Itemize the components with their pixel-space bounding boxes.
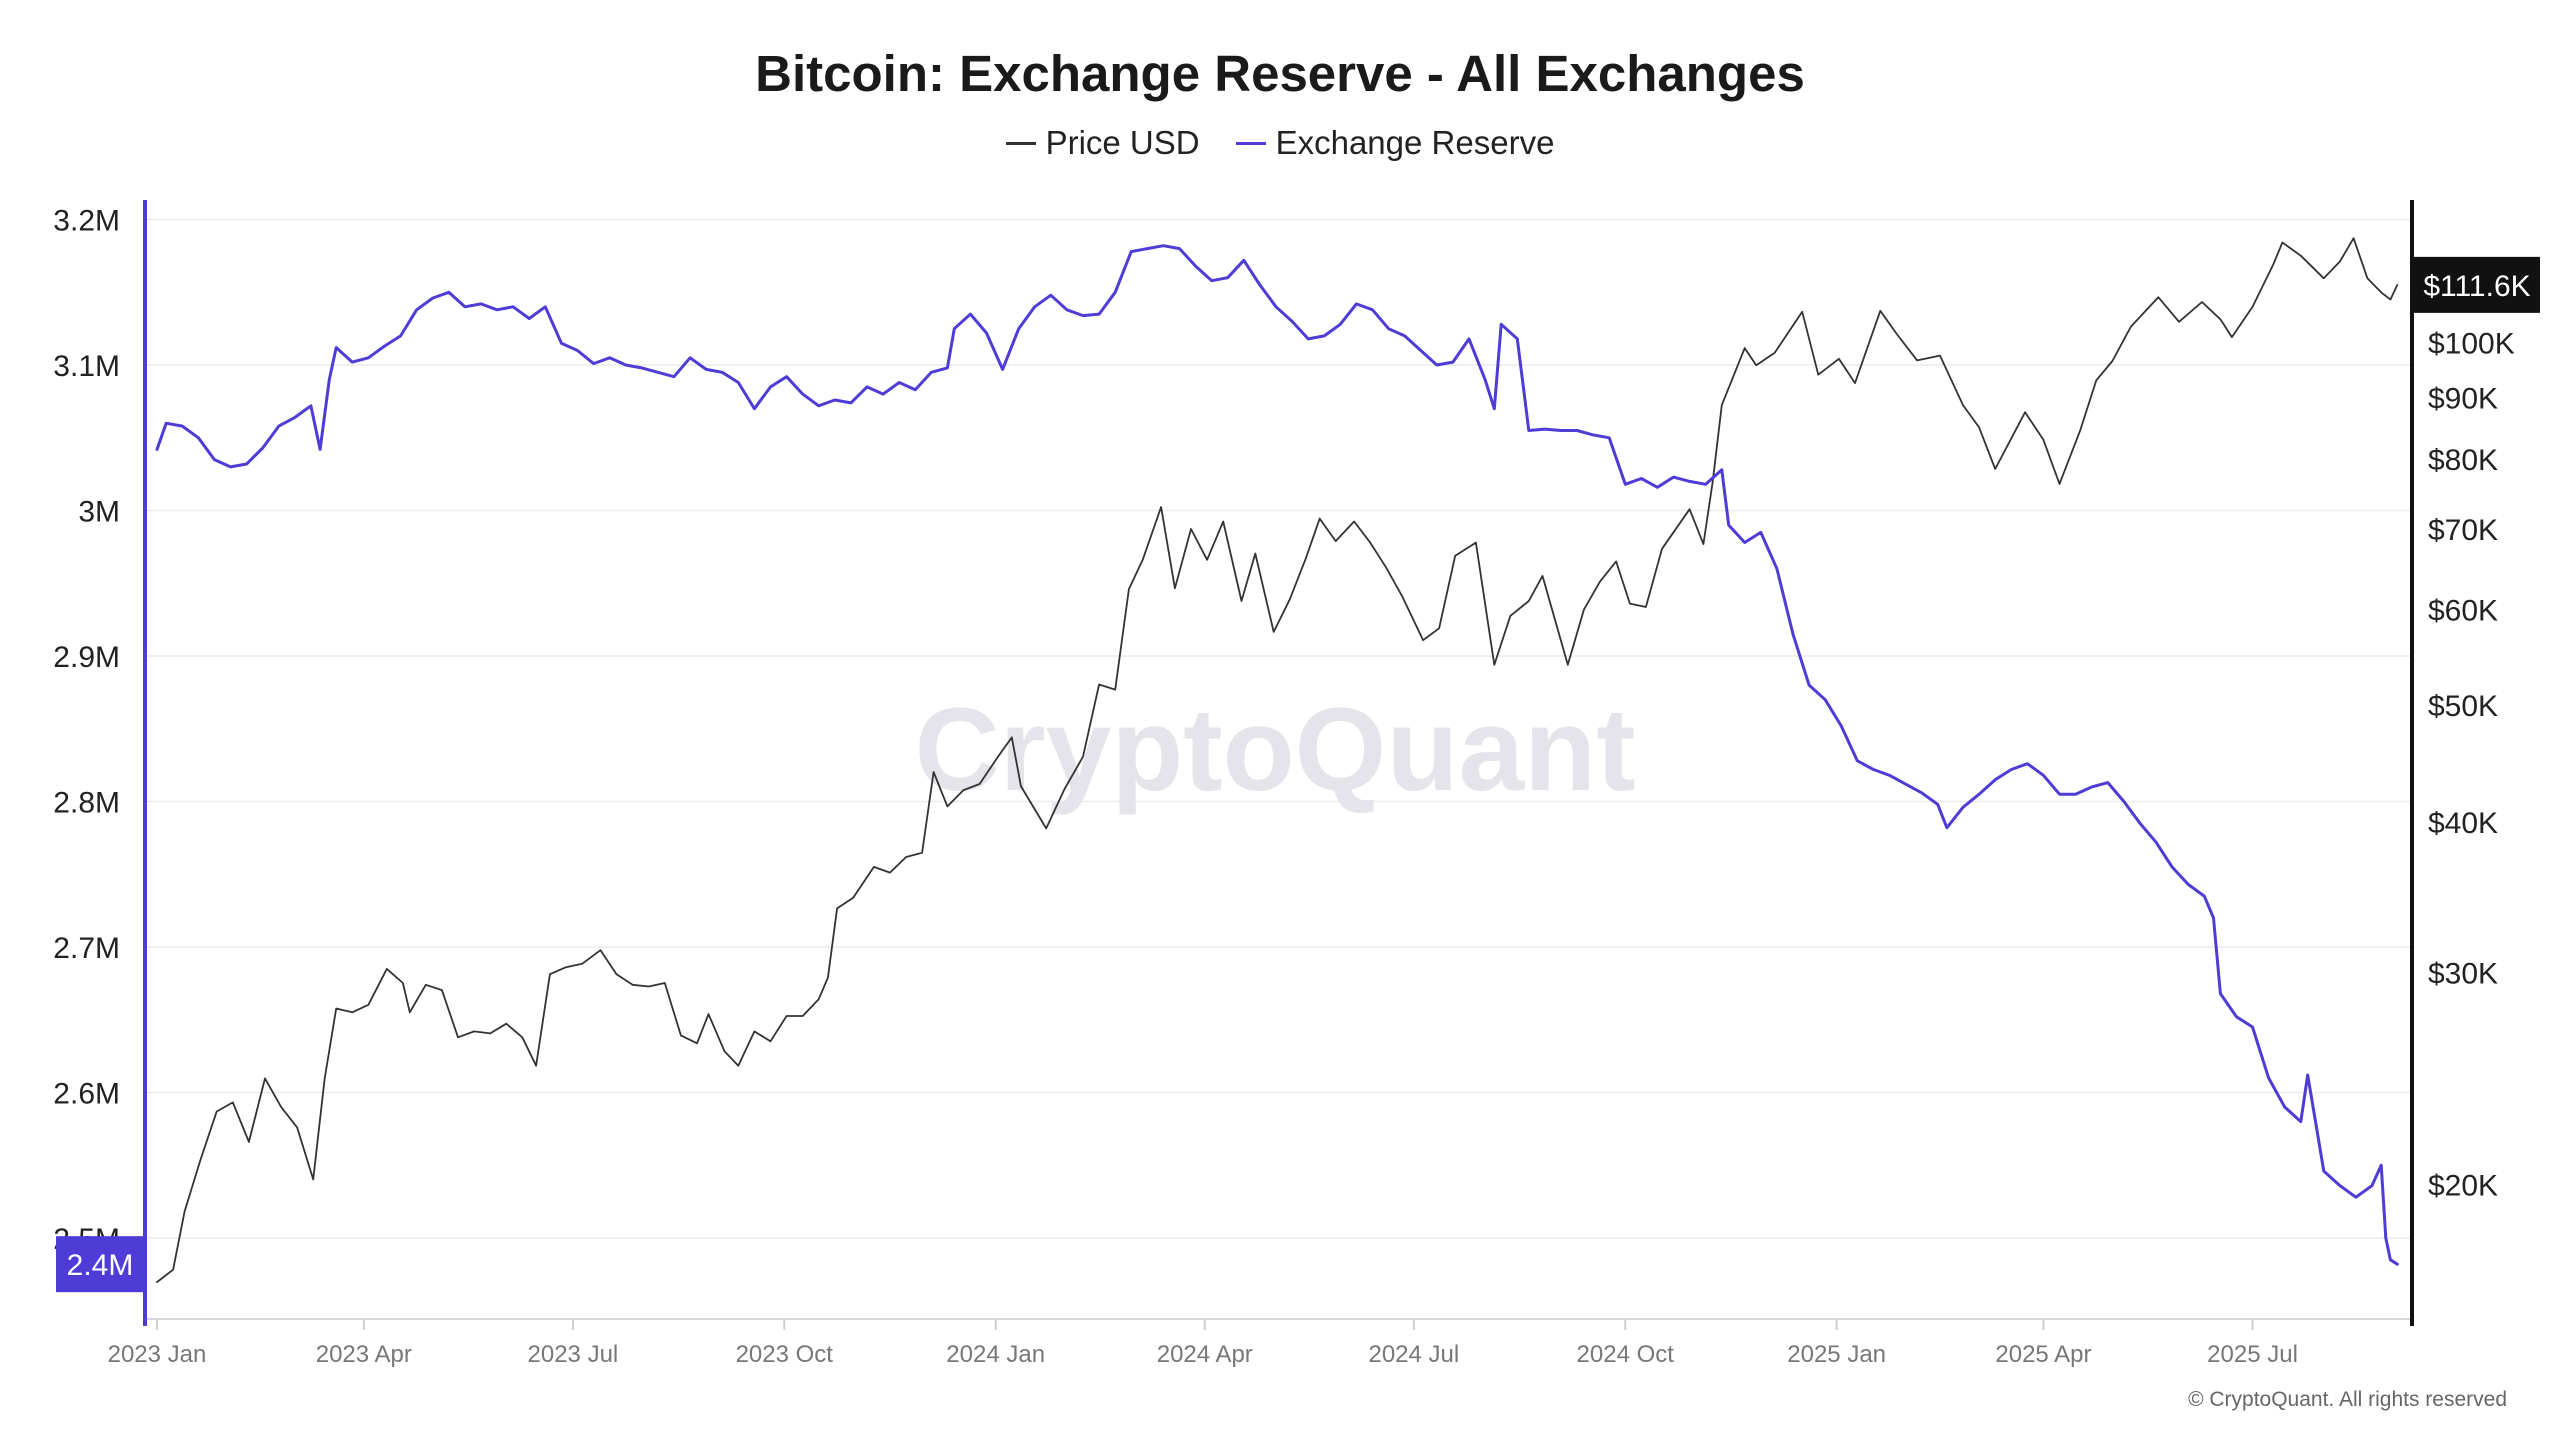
- y-right-tick-label: $30K: [2428, 957, 2498, 990]
- x-tick-label: 2025 Jan: [1787, 1341, 1886, 1368]
- chart-title: Bitcoin: Exchange Reserve - All Exchange…: [755, 45, 1805, 102]
- x-tick-label: 2025 Jul: [2207, 1341, 2298, 1368]
- copyright: © CryptoQuant. All rights reserved: [2188, 1388, 2507, 1411]
- y-right-tick-label: $90K: [2428, 382, 2498, 415]
- x-tick-label: 2024 Apr: [1157, 1341, 1253, 1368]
- left-value-badge-label: 2.4M: [67, 1249, 134, 1282]
- legend: Price USD Exchange Reserve: [0, 124, 2560, 162]
- y-left-tick-label: 3M: [78, 496, 120, 529]
- y-left-tick-label: 2.6M: [53, 1077, 120, 1110]
- y-left-tick-label: 2.9M: [53, 641, 120, 674]
- right-value-badge: [2414, 256, 2540, 313]
- y-left-tick-label: 2.8M: [53, 787, 120, 820]
- x-tick-label: 2024 Jan: [946, 1341, 1045, 1368]
- y-right-tick-label: $100K: [2428, 327, 2515, 360]
- legend-label-reserve: Exchange Reserve: [1275, 124, 1555, 161]
- watermark: CryptoQuant: [914, 684, 1635, 816]
- legend-swatch-reserve: [1235, 141, 1266, 145]
- y-right-tick-label: $70K: [2428, 514, 2498, 547]
- y-right-tick-label: $60K: [2428, 595, 2498, 628]
- series-line-exchange-reserve: [155, 244, 2399, 1266]
- y-left-tick-label: 3.1M: [53, 350, 120, 383]
- x-tick-label: 2023 Oct: [736, 1341, 834, 1368]
- x-tick-label: 2023 Apr: [316, 1341, 412, 1368]
- legend-item-price[interactable]: Price USD: [1005, 124, 1200, 162]
- x-tick-label: 2025 Apr: [1995, 1341, 2091, 1368]
- x-tick-label: 2024 Oct: [1577, 1341, 1675, 1368]
- y-right-tick-label: $40K: [2428, 807, 2498, 840]
- left-value-badge: [56, 1236, 144, 1293]
- y-right-tick-label: $80K: [2428, 444, 2498, 477]
- legend-label-price: Price USD: [1045, 124, 1200, 161]
- x-tick-label: 2023 Jul: [528, 1341, 619, 1368]
- legend-swatch-price: [1005, 141, 1036, 145]
- x-tick-label: 2023 Jan: [108, 1341, 207, 1368]
- y-right-tick-label: $20K: [2428, 1170, 2498, 1203]
- y-left-tick-label: 2.7M: [53, 932, 120, 965]
- right-value-badge-label: $111.6K: [2423, 270, 2530, 303]
- x-tick-label: 2024 Jul: [1368, 1341, 1459, 1368]
- y-left-tick-label: 3.2M: [53, 205, 120, 238]
- series-line-price: [156, 237, 2399, 1283]
- y-right-tick-label: $50K: [2428, 690, 2498, 723]
- legend-item-reserve[interactable]: Exchange Reserve: [1235, 124, 1555, 162]
